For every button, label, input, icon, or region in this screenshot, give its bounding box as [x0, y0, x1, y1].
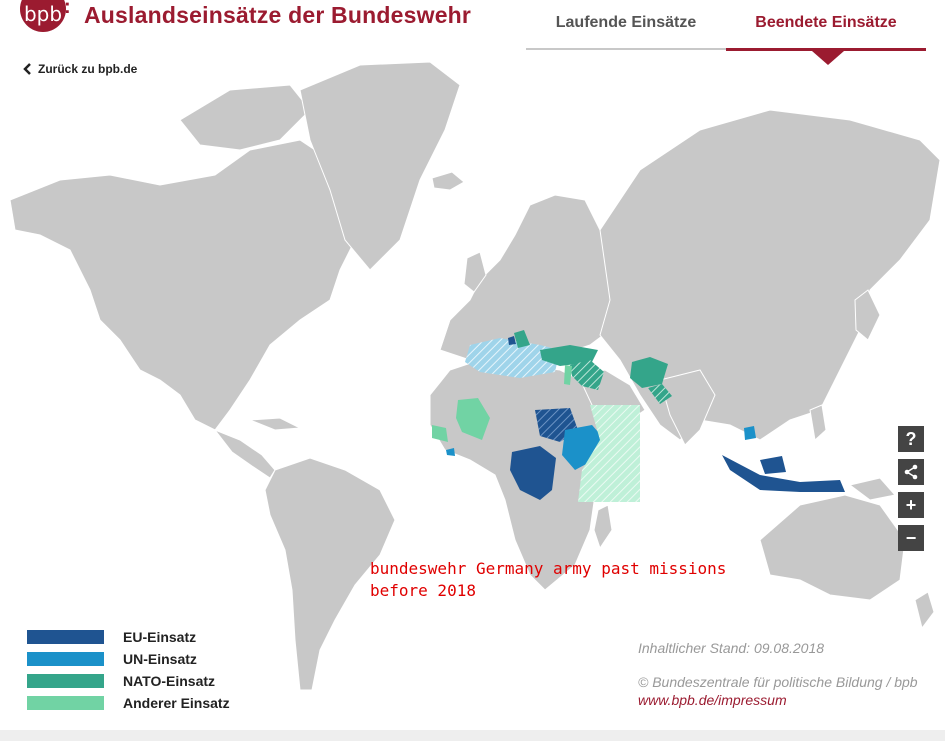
legend-item-other: Anderer Einsatz	[27, 692, 230, 714]
legend-label-eu: EU-Einsatz	[123, 629, 197, 645]
mission-ethiopia-somalia-un	[562, 425, 605, 470]
legend-label-nato: NATO-Einsatz	[123, 673, 216, 689]
madagascar	[593, 504, 613, 550]
mission-liberia-un	[446, 448, 455, 456]
copyright-notice: © Bundeszentrale für politische Bildung …	[638, 674, 918, 690]
mission-balkans-nato	[514, 330, 530, 348]
mission-somalia-coast-other	[578, 405, 640, 502]
zoom-out-button[interactable]: −	[898, 525, 924, 551]
legend: EU-Einsatz UN-Einsatz NATO-Einsatz Ander…	[27, 626, 230, 714]
zoom-in-button[interactable]: +	[898, 492, 924, 518]
bpb-logo[interactable]: bpb	[20, 0, 66, 32]
mission-borneo-eu	[760, 456, 786, 474]
legend-item-nato: NATO-Einsatz	[27, 670, 230, 692]
legend-item-un: UN-Einsatz	[27, 648, 230, 670]
mission-areas	[432, 330, 845, 502]
south-america	[264, 457, 396, 691]
help-button[interactable]: ?	[898, 426, 924, 452]
iceland	[431, 171, 465, 191]
legend-label-other: Anderer Einsatz	[123, 695, 230, 711]
active-tab-indicator	[812, 51, 844, 65]
mission-drc-eu	[510, 446, 556, 500]
mission-cambodia-un	[744, 426, 756, 440]
mission-afghanistan-nato	[630, 357, 668, 388]
tab-running-missions[interactable]: Laufende Einsätze	[526, 0, 726, 50]
share-button[interactable]	[898, 459, 924, 485]
legend-item-eu: EU-Einsatz	[27, 626, 230, 648]
north-america	[9, 139, 381, 431]
antarctica	[0, 730, 945, 741]
logo-colon: :	[64, 0, 71, 18]
help-icon: ?	[905, 428, 917, 449]
annotation-line-2: before 2018	[370, 581, 476, 600]
mission-indonesia-eu	[722, 455, 845, 492]
content-date: Inhaltlicher Stand: 09.08.2018	[638, 640, 825, 656]
tab-bar: Laufende Einsätze Beendete Einsätze	[526, 0, 928, 65]
logo-text: bpb	[23, 2, 63, 26]
mission-mediterranean-un	[465, 338, 560, 378]
legend-label-un: UN-Einsatz	[123, 651, 197, 667]
map-controls: ? + −	[898, 426, 924, 558]
india	[659, 369, 716, 446]
mission-senegal-other	[432, 425, 448, 442]
new-guinea	[848, 477, 896, 501]
plus-icon: +	[905, 494, 917, 515]
annotation-line-1: bundeswehr Germany army past missions	[370, 559, 727, 578]
central-america	[213, 428, 276, 479]
mission-lebanon-other	[564, 365, 572, 385]
header: bpb : Auslandseinsätze der Bundeswehr La…	[0, 0, 945, 65]
legend-swatch-un	[27, 652, 104, 666]
japan	[854, 289, 881, 341]
chevron-left-icon	[23, 63, 31, 75]
mission-turkey-nato	[540, 345, 598, 366]
page-title: Auslandseinsätze der Bundeswehr	[84, 2, 472, 28]
australia	[759, 494, 906, 601]
mission-syria-iraq-nato	[570, 360, 604, 390]
legend-swatch-eu	[27, 630, 104, 644]
mission-pakistan-nato	[648, 384, 672, 404]
mission-bosnia-eu	[508, 336, 516, 345]
credits: Inhaltlicher Stand: 09.08.2018 © Bundesz…	[638, 640, 918, 708]
asia	[599, 109, 941, 441]
mission-mali-other	[456, 398, 490, 440]
minus-icon: −	[905, 527, 917, 548]
impressum-link[interactable]: www.bpb.de/impressum	[638, 692, 787, 708]
back-link-label: Zurück zu bpb.de	[38, 62, 138, 76]
share-icon	[904, 464, 918, 480]
arctic-islands	[179, 84, 311, 151]
legend-swatch-other	[27, 696, 104, 710]
world-map[interactable]	[0, 48, 945, 741]
new-zealand	[914, 591, 935, 630]
annotation-overlay: bundeswehr Germany army past missions bef…	[370, 558, 726, 602]
united-kingdom	[463, 251, 487, 293]
tab-ended-missions[interactable]: Beendete Einsätze	[726, 0, 926, 51]
cuba	[249, 417, 302, 431]
legend-swatch-nato	[27, 674, 104, 688]
back-link[interactable]: Zurück zu bpb.de	[22, 62, 137, 76]
philippines	[809, 404, 827, 441]
greenland	[299, 61, 461, 271]
